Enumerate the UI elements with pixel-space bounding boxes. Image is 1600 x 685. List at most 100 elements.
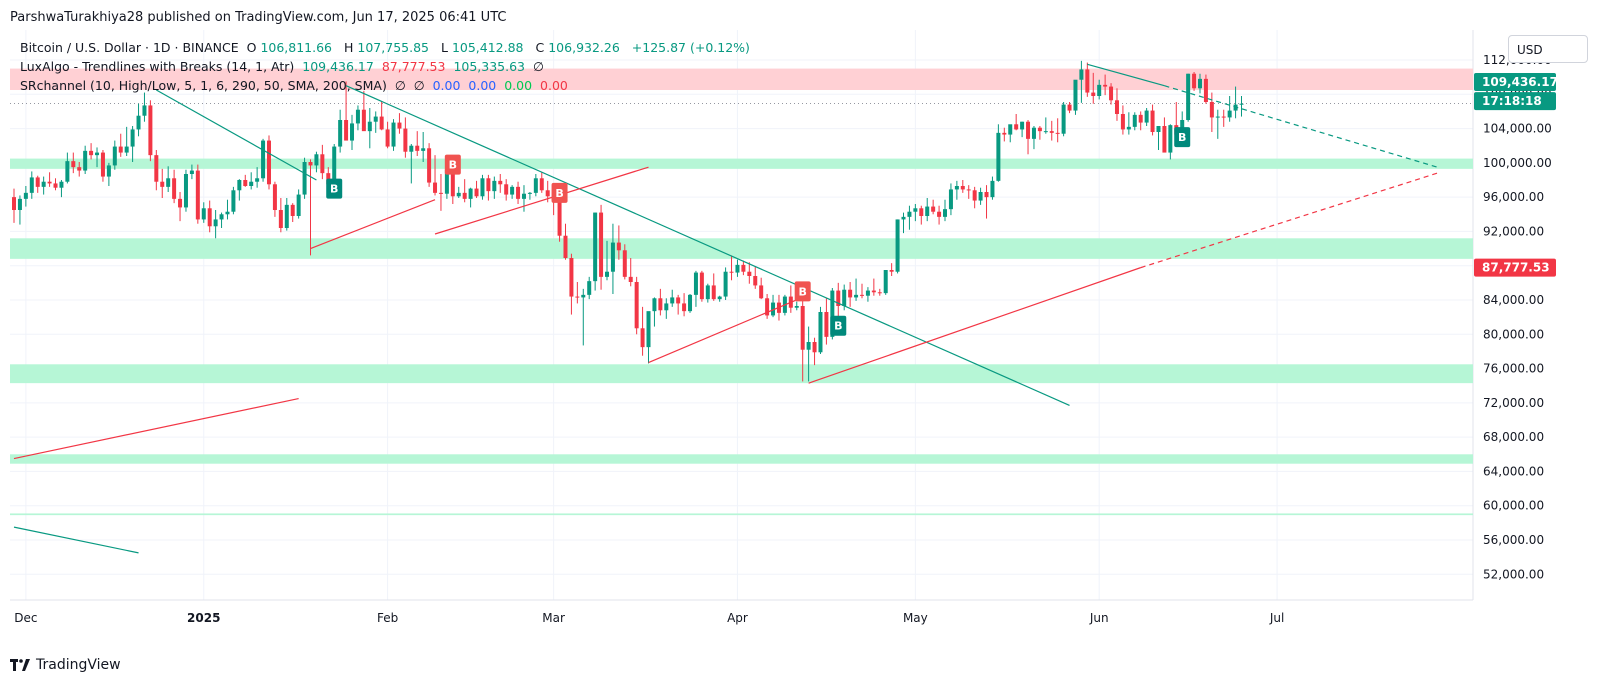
break-label-box [551, 182, 568, 203]
currency-button[interactable]: USD [1508, 35, 1588, 63]
candle-body [178, 198, 183, 208]
candle-body [332, 146, 337, 185]
candle-body [1026, 121, 1031, 139]
price-tick-label: 64,000.00 [1483, 464, 1544, 478]
candle-body [1073, 79, 1078, 111]
candle-body [1114, 100, 1119, 114]
candle-body [907, 211, 912, 217]
candle-body [587, 281, 592, 295]
candle-body [290, 204, 295, 216]
close-value: C 106,932.26 [535, 40, 620, 55]
trendline [310, 199, 436, 250]
candle-body [29, 177, 34, 193]
candle-body [1020, 121, 1025, 130]
candle-body [118, 146, 123, 153]
candle-body [539, 178, 544, 191]
candle-body [1215, 116, 1220, 118]
price-tick-label: 56,000.00 [1483, 533, 1544, 547]
indicator-value: 0.00 [468, 78, 497, 93]
trendline [345, 85, 1070, 406]
candle-body [1014, 124, 1019, 130]
candle-body [1103, 84, 1108, 87]
candle-body [379, 116, 384, 130]
symbol-name[interactable]: Bitcoin / U.S. Dollar · 1D · BINANCE [20, 40, 239, 55]
price-tick-label: 72,000.00 [1483, 396, 1544, 410]
candle-body [948, 189, 953, 210]
candle-body [705, 285, 710, 300]
candle-body [990, 180, 995, 198]
price-tick-label: 100,000.00 [1483, 156, 1552, 170]
candle-body [741, 264, 746, 272]
candle-body [1227, 110, 1232, 118]
candle-body [996, 132, 1001, 181]
candle-body [1085, 69, 1090, 93]
candle-body [1162, 126, 1167, 153]
candle-body [670, 297, 675, 304]
candle-body [527, 192, 532, 194]
indicator-legend-srchannel[interactable]: SRchannel (10, High/Low, 5, 1, 6, 290, 5… [20, 78, 572, 93]
candle-body [83, 150, 88, 171]
candle-body [1091, 92, 1096, 96]
candle-body [172, 178, 177, 199]
candle-body [504, 184, 509, 195]
candle-body [421, 148, 426, 151]
candle-body [800, 306, 805, 350]
footer-brand: TradingView [36, 657, 121, 673]
candle-body [812, 342, 817, 353]
price-label-box [1474, 258, 1556, 277]
candle-body [1239, 103, 1244, 105]
candle-body [219, 214, 224, 220]
break-label: B [555, 187, 563, 200]
candle-body [474, 188, 479, 197]
price-tick-label: 68,000.00 [1483, 430, 1544, 444]
candle-body [723, 271, 728, 297]
candle-body [699, 272, 704, 300]
indicator-value: 87,777.53 [381, 59, 446, 74]
time-tick-label: May [903, 611, 928, 625]
candle-body [112, 146, 117, 166]
candle-body [1132, 114, 1137, 127]
time-tick-label: Mar [542, 611, 565, 625]
support-zone [10, 513, 1473, 516]
candle-body [652, 298, 657, 312]
price-tick-label: 104,000.00 [1483, 122, 1552, 136]
support-zone [10, 454, 1473, 464]
candle-body [871, 290, 876, 293]
candle-body [610, 242, 615, 272]
candle-body [883, 270, 888, 294]
tradingview-footer[interactable]: TradingView [10, 657, 121, 673]
candle-body [1008, 124, 1013, 135]
candle-body [35, 177, 40, 187]
candle-body [842, 289, 847, 306]
candle-body [877, 292, 882, 294]
trendline [434, 166, 649, 235]
candle-body [1031, 127, 1036, 139]
candle-body [486, 178, 491, 192]
price-label: 109,436.17 [1482, 75, 1558, 89]
candle-body [266, 140, 271, 185]
candle-body [1061, 104, 1066, 134]
candle-body [391, 122, 396, 147]
candle-body [89, 150, 94, 156]
candle-body [830, 290, 835, 337]
candle-body [605, 271, 609, 277]
candle-body [836, 290, 841, 306]
chart-grid [10, 30, 1474, 601]
candle-body [320, 154, 325, 174]
candle-body [1168, 125, 1173, 153]
candle-body [59, 181, 64, 188]
candle-body [409, 145, 414, 152]
symbol-legend[interactable]: Bitcoin / U.S. Dollar · 1D · BINANCE O 10… [20, 40, 754, 55]
indicator-name[interactable]: SRchannel (10, High/Low, 5, 1, 6, 290, 5… [20, 78, 387, 93]
candle-body [1067, 104, 1072, 111]
candle-body [166, 178, 171, 187]
candle-body [106, 165, 111, 177]
indicator-legend-luxalgo[interactable]: LuxAlgo - Trendlines with Breaks (14, 1,… [20, 59, 548, 74]
candle-body [759, 285, 764, 299]
candle-body [1221, 116, 1226, 118]
indicator-name[interactable]: LuxAlgo - Trendlines with Breaks (14, 1,… [20, 59, 295, 74]
candle-body [427, 148, 432, 183]
indicator-value: 0.00 [504, 78, 533, 93]
candle-body [533, 178, 538, 193]
